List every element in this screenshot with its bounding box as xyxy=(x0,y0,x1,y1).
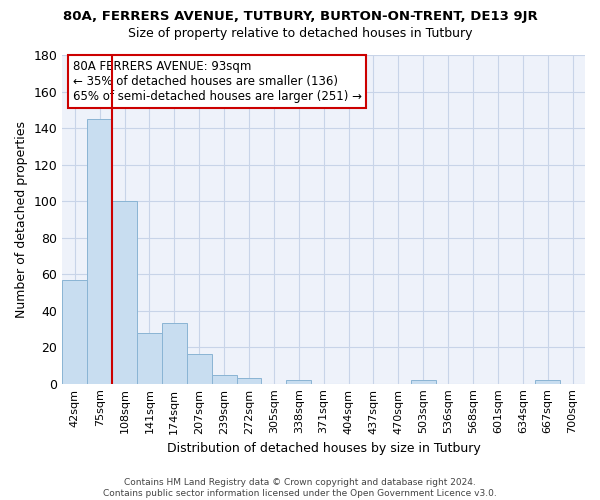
Text: 80A FERRERS AVENUE: 93sqm
← 35% of detached houses are smaller (136)
65% of semi: 80A FERRERS AVENUE: 93sqm ← 35% of detac… xyxy=(73,60,362,103)
Bar xyxy=(411,380,436,384)
Bar xyxy=(535,380,560,384)
Bar xyxy=(187,354,212,384)
Text: Contains HM Land Registry data © Crown copyright and database right 2024.
Contai: Contains HM Land Registry data © Crown c… xyxy=(103,478,497,498)
Text: Size of property relative to detached houses in Tutbury: Size of property relative to detached ho… xyxy=(128,28,472,40)
Bar xyxy=(62,280,87,384)
Bar xyxy=(137,332,162,384)
Y-axis label: Number of detached properties: Number of detached properties xyxy=(15,121,28,318)
Bar xyxy=(212,374,236,384)
Text: 80A, FERRERS AVENUE, TUTBURY, BURTON-ON-TRENT, DE13 9JR: 80A, FERRERS AVENUE, TUTBURY, BURTON-ON-… xyxy=(62,10,538,23)
Bar xyxy=(162,324,187,384)
X-axis label: Distribution of detached houses by size in Tutbury: Distribution of detached houses by size … xyxy=(167,442,481,455)
Bar xyxy=(112,201,137,384)
Bar xyxy=(236,378,262,384)
Bar xyxy=(286,380,311,384)
Bar xyxy=(87,119,112,384)
